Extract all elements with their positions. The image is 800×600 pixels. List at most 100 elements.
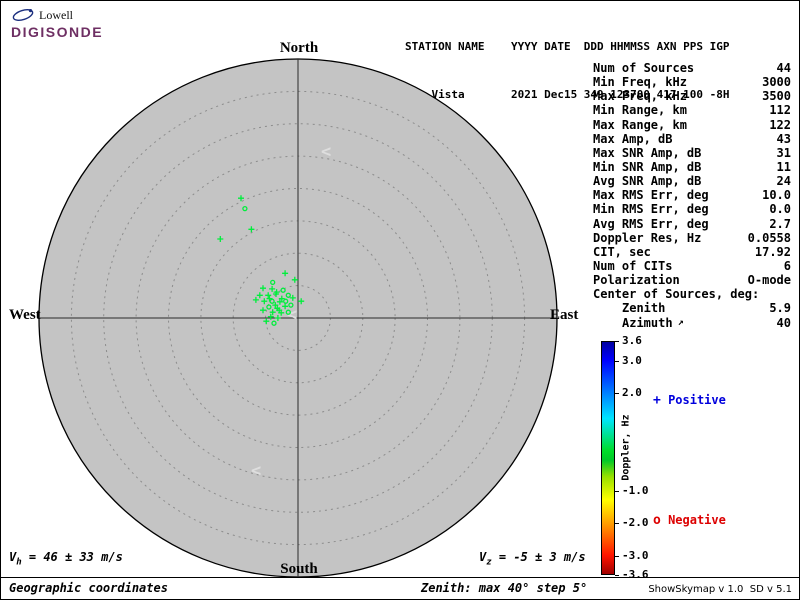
legend-negative-label: Negative	[668, 513, 726, 527]
param-label: Min Freq, kHz	[593, 75, 687, 90]
colorbar-tick-label: 3.0	[622, 353, 642, 367]
param-label: Min Range, km	[593, 103, 687, 118]
colorbar-gradient	[601, 341, 615, 575]
colorbar-tick	[615, 523, 619, 524]
source-point-negative	[271, 320, 277, 326]
doppler-colorbar: 3.6 3.0 2.0 -1.0 -2.0 -3.0 -3.6	[601, 334, 661, 581]
source-point-positive	[217, 236, 224, 242]
plus-icon: +	[653, 393, 661, 408]
param-row: Max Range, km 122	[593, 118, 791, 132]
source-point-negative	[242, 205, 248, 212]
horizontal-velocity: Vh = 46 ± 33 m/s	[9, 550, 123, 568]
compass-north: North	[279, 40, 319, 56]
colorbar-tick	[615, 575, 619, 576]
param-value: 40	[776, 315, 791, 330]
source-point-positive	[248, 226, 255, 233]
skymap-plot: < < <	[38, 58, 558, 578]
source-point-positive	[267, 313, 274, 320]
source-point-negative	[280, 287, 286, 293]
param-row: Min Freq, kHz 3000	[593, 75, 791, 89]
colorbar-tick-label: -3.0	[622, 548, 649, 562]
param-label: Max Range, km	[593, 117, 687, 132]
param-row: Polarization O-mode	[593, 273, 791, 287]
legend-negative: o Negative	[653, 513, 726, 528]
param-row: Min RMS Err, deg 0.0	[593, 202, 791, 216]
param-value: 6	[783, 258, 791, 273]
legend-positive-label: Positive	[668, 393, 726, 407]
source-point-positive	[265, 292, 272, 299]
drift-arrow-icon: <	[287, 305, 297, 325]
param-label: Num of CITs	[593, 258, 673, 273]
param-value: O-mode	[747, 273, 791, 288]
param-row: Max SNR Amp, dB 31	[593, 146, 791, 160]
param-value: 43	[776, 131, 791, 146]
source-point-positive	[261, 298, 268, 305]
colorbar-tick	[615, 490, 619, 492]
colorbar-tick-label: 2.0	[622, 386, 642, 399]
source-point-positive	[273, 289, 280, 296]
param-row: Azimuth ↗ 40	[593, 316, 791, 330]
source-point-negative	[288, 302, 294, 308]
param-row: Max Amp, dB 43	[593, 132, 791, 146]
drift-arrow-icon: <	[321, 142, 331, 162]
source-point-positive	[266, 295, 273, 302]
vertical-velocity: Vz = -5 ± 3 m/s	[479, 550, 586, 568]
param-value: 112	[769, 103, 791, 118]
param-value: 31	[776, 145, 791, 160]
param-row: Min Range, km 112	[593, 103, 791, 117]
colorbar-tick	[615, 341, 619, 342]
source-point-positive	[269, 285, 276, 292]
colorbar-tick-label: 3.6	[622, 334, 642, 347]
param-label: Max SNR Amp, dB	[593, 145, 702, 160]
colorbar-tick	[615, 555, 619, 557]
circle-icon: o	[653, 513, 661, 528]
footer-strip: Geographic coordinates Zenith: max 40° s…	[1, 577, 799, 599]
source-point-positive	[260, 307, 266, 314]
source-point-positive	[289, 294, 296, 301]
param-label: Num of Sources	[593, 61, 695, 75]
source-point-positive	[252, 296, 259, 303]
source-point-positive	[238, 195, 244, 202]
compass-west: West	[9, 307, 41, 323]
param-row: CIT, sec 17.92	[593, 245, 791, 259]
colorbar-tick-label: -2.0	[622, 516, 649, 529]
param-value: 11	[776, 159, 791, 174]
param-value: 0.0558	[747, 230, 791, 245]
param-row: Avg RMS Err, deg 2.7	[593, 217, 791, 231]
zenith-scale-note: Zenith: max 40° step 5°	[421, 581, 588, 595]
param-value: 24	[776, 174, 791, 189]
param-label: Polarization	[593, 273, 680, 288]
colorbar-title: Doppler, Hz	[620, 414, 632, 481]
param-row: Min SNR Amp, dB 11	[593, 160, 791, 174]
software-version: ShowSkymap v 1.0 SD v 5.1	[648, 584, 792, 595]
param-label: Avg SNR Amp, dB	[593, 174, 702, 189]
compass-east: East	[550, 307, 579, 323]
logo: Lowell DIGISONDE	[11, 7, 104, 41]
param-value: 0.0	[769, 202, 791, 217]
param-label: CIT, sec	[593, 244, 651, 259]
colorbar-tick	[615, 393, 619, 394]
param-label: Max RMS Err, deg	[593, 188, 709, 203]
orbit-icon	[12, 9, 34, 21]
param-label: Min RMS Err, deg	[593, 202, 709, 217]
param-row: Num of CITs 6	[593, 259, 791, 273]
param-row: Zenith 5.9	[593, 301, 791, 315]
logo-product: DIGISONDE	[11, 24, 104, 40]
param-label: Avg RMS Err, deg	[593, 216, 709, 231]
source-point-positive	[276, 298, 283, 305]
source-point-positive	[272, 302, 279, 309]
source-point-positive	[256, 292, 263, 299]
source-point-positive	[278, 295, 285, 302]
compass-south: South	[280, 561, 318, 577]
param-value: 122	[769, 117, 791, 132]
source-point-negative	[283, 298, 289, 304]
param-value: 10.0	[762, 188, 791, 203]
source-point-negative	[270, 279, 276, 286]
drift-arrow-icon: <	[251, 461, 261, 481]
param-label: Doppler Res, Hz	[593, 230, 702, 245]
param-row: Avg SNR Amp, dB 24	[593, 174, 791, 188]
logo-company: Lowell	[39, 7, 73, 22]
param-value: 3000	[762, 75, 791, 90]
param-value: 17.92	[754, 244, 791, 259]
